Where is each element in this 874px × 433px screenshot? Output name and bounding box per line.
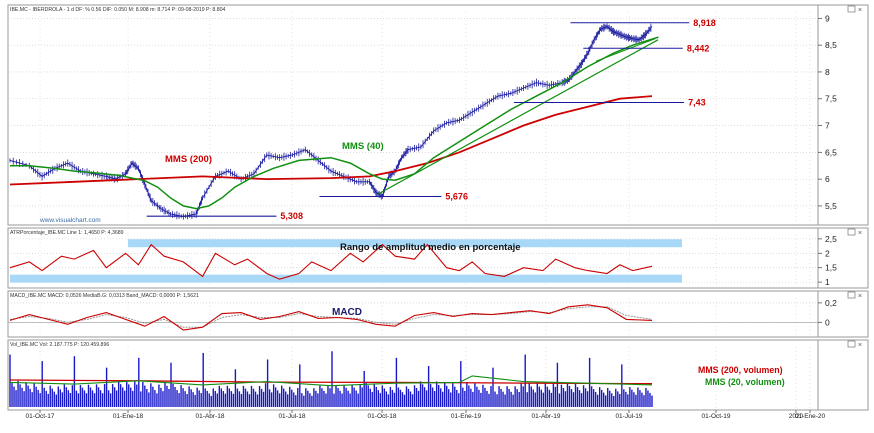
price-y-tick-label: 6,5: [825, 147, 837, 157]
macd-annotation: MACD: [332, 307, 362, 318]
panel-atr: × ATRPorcentaje_IBE.MC Line 1: 1,4650 P: …: [7, 227, 869, 289]
volume-close-icon: ×: [858, 342, 862, 349]
atr-y-tick-label: 2: [825, 248, 830, 258]
price-y-tick-label: 9: [825, 13, 830, 23]
price-panel-frame: [7, 4, 869, 226]
macd-y-tick-label: 0,2: [825, 298, 837, 308]
price-y-tick-label: 7,5: [825, 94, 837, 104]
panel-macd: × MACD_IBE.MC MACD: 0,0526 MediaB.G: 0,03…: [7, 290, 869, 338]
atr-panel-header: ATRPorcentaje_IBE.MC Line 1: 1,4650 P: 4…: [10, 230, 124, 236]
volume-maximize-icon: [847, 340, 856, 348]
x-tick-label: 01-Jul-19: [615, 413, 642, 420]
watermark: www.visualchart.com: [39, 217, 101, 224]
vol-mms20-line: [9, 375, 653, 387]
x-tick-label: 01-Abr-18: [196, 413, 225, 420]
price-y-tick-label: 5,5: [825, 201, 837, 211]
atr-maximize-icon: [847, 228, 856, 236]
level-label: 7,43: [688, 97, 706, 107]
x-tick-label: 01-Ene-18: [113, 413, 144, 420]
level-label: 8,442: [687, 43, 710, 53]
price-close-icon: ×: [858, 7, 862, 14]
macd-panel-header: MACD_IBE.MC MACD: 0,0526 MediaB.G: 0,031…: [10, 293, 199, 299]
volume-panel-header: Vol_IBE.MC Vol: 2.187.775 P: 120.459.896: [10, 342, 109, 348]
x-tick-label: 01-Jul-18: [278, 413, 305, 420]
price-panel-header: IBE.MC - IBERDROLA - 1 d DF: % 0.56 DIF:…: [10, 7, 225, 13]
level-label: 5,676: [445, 191, 468, 201]
mms200-line: [9, 95, 653, 186]
price-maximize-icon: [847, 5, 856, 13]
atr-y-tick-label: 2,5: [825, 234, 837, 244]
x-tick-label: 01-Oct-17: [26, 413, 55, 420]
macd-signal-line: [9, 306, 653, 328]
x-tick-label: 2020: [789, 413, 804, 420]
trendline: [595, 38, 656, 62]
atr-close-icon: ×: [858, 230, 862, 237]
macd-close-icon: ×: [858, 293, 862, 300]
macd-line: [9, 304, 653, 331]
vol-mms200-label: MMS (200, volumen): [698, 365, 783, 375]
x-tick-label: 01-Oct-18: [368, 413, 397, 420]
panel-price: × IBE.MC - IBERDROLA - 1 d DF: % 0.56 DIF…: [7, 4, 869, 226]
atr-line: [9, 243, 653, 280]
x-tick-label: 01-Abr-19: [532, 413, 561, 420]
atr-band: [10, 274, 682, 283]
vol-mms20-label: MMS (20, volumen): [705, 377, 785, 387]
price-y-tick-label: 8: [825, 67, 830, 77]
x-tick-label: 01-Oct-19: [702, 413, 731, 420]
vol-mms200-line: [9, 379, 653, 385]
x-tick-label: 01-Ene-19: [451, 413, 482, 420]
price-y-tick-label: 8,5: [825, 40, 837, 50]
price-y-tick-label: 6: [825, 174, 830, 184]
trendline: [377, 39, 659, 195]
mms40-label: MMS (40): [342, 141, 384, 152]
level-label: 8,918: [693, 18, 716, 28]
atr-band: [128, 239, 682, 248]
mms200-label: MMS (200): [165, 154, 212, 165]
atr-y-tick-label: 1,5: [825, 263, 837, 273]
panel-volume: × Vol_IBE.MC Vol: 2.187.775 P: 120.459.89…: [7, 339, 869, 411]
level-label: 5,308: [280, 211, 303, 221]
x-tick-label: 01-Ene-20: [795, 413, 826, 420]
macd-y-tick-label: 0: [825, 317, 830, 327]
price-y-tick-label: 7: [825, 121, 830, 131]
atr-annotation: Rango de amplitud medio en porcentaje: [340, 242, 521, 253]
atr-y-tick-label: 1: [825, 277, 830, 287]
macd-maximize-icon: [847, 291, 856, 299]
